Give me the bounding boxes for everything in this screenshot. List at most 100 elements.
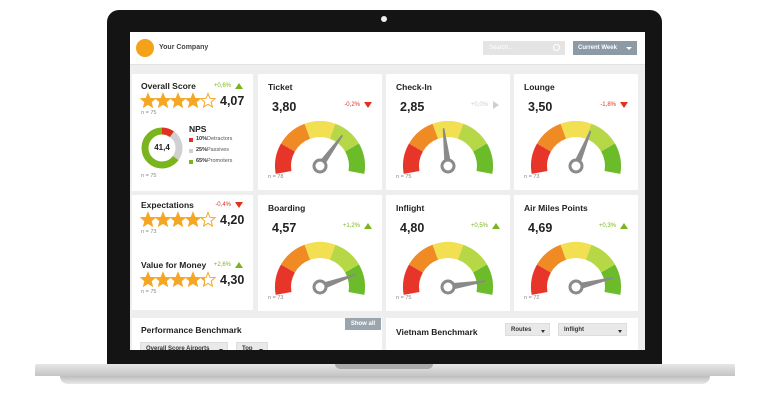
- gauge-segment: [432, 121, 464, 139]
- metric-title: Overall Score: [141, 81, 196, 91]
- star-rating: [139, 92, 217, 109]
- arrow: [620, 102, 628, 108]
- donut-segment: [141, 127, 183, 169]
- filter-dropdown[interactable]: Overall Score Airports: [140, 342, 228, 350]
- period-dropdown[interactable]: Current Week: [573, 41, 637, 55]
- sample-size: n = 72: [524, 295, 540, 301]
- gauge-segment: [457, 244, 487, 273]
- gauge-segment: [281, 244, 311, 273]
- card-title: Performance Benchmark: [141, 325, 242, 335]
- card-score: 4,57: [272, 221, 297, 235]
- gauge-needle: [442, 128, 452, 167]
- company-name: Your Company: [159, 44, 209, 51]
- change-arrow: [235, 262, 243, 268]
- legend-percent: 65%: [196, 158, 208, 164]
- filter-dropdown[interactable]: Routes: [505, 323, 550, 336]
- gauge-segment: [560, 121, 592, 139]
- card-title: Vietnam Benchmark: [396, 327, 478, 337]
- change-value: +2,6%: [213, 262, 231, 268]
- touchpoint-card: Air Miles Points 4,69 +0,3% n = 72: [514, 195, 638, 311]
- star-fill: [185, 93, 201, 108]
- change-value: +0,5%: [470, 223, 488, 229]
- metric-score: 4,30: [220, 273, 245, 287]
- star-fill: [200, 277, 205, 287]
- card-score: 3,50: [528, 100, 553, 114]
- star-outline: [199, 211, 217, 228]
- card-title: Inflight: [396, 203, 425, 213]
- change-value: +0,6%: [213, 83, 231, 89]
- star-fill: [155, 93, 171, 108]
- card-score: 4,69: [528, 221, 553, 235]
- star-fill: [140, 93, 156, 108]
- card-title: Ticket: [268, 82, 293, 92]
- gauge: [403, 121, 493, 174]
- gauge-segment: [531, 143, 551, 174]
- search-box[interactable]: Search...: [483, 41, 565, 55]
- gauge-segment: [601, 143, 621, 174]
- sample-size: n = 75: [396, 174, 412, 180]
- gauge: [531, 242, 621, 295]
- star-fill: [155, 272, 171, 287]
- top-bar: Your Company Search... Current Week: [130, 32, 645, 65]
- gauge-pivot: [440, 279, 456, 295]
- touchpoint-card: Inflight 4,80 +0,5% n = 75: [386, 195, 510, 311]
- gauge-segment: [473, 264, 493, 295]
- touchpoint-card: Ticket 3,80 -0,2% n = 78: [258, 74, 382, 190]
- star-fill: [140, 212, 156, 227]
- star-fill: [140, 272, 156, 287]
- change-value: -1,8%: [600, 102, 616, 108]
- arrow: [364, 102, 372, 108]
- legend-swatch: [189, 160, 193, 164]
- star-outline: [199, 271, 217, 288]
- gauge-segment: [473, 143, 493, 174]
- card-score: 4,80: [400, 221, 425, 235]
- laptop-base-bottom: [60, 376, 710, 384]
- gauge-segment: [537, 244, 567, 273]
- card-title: Air Miles Points: [524, 203, 588, 213]
- dropdown-caret: [541, 330, 545, 333]
- star-fill: [185, 272, 201, 287]
- gauge-segment: [345, 264, 365, 295]
- filter-label: Overall Score Airports: [146, 346, 210, 350]
- gauge-pivot: [312, 279, 328, 295]
- sample-size: n = 73: [141, 229, 157, 235]
- star-fill: [200, 98, 202, 99]
- star-fill: [170, 93, 186, 108]
- gauge: [275, 121, 365, 174]
- filter-dropdown[interactable]: Top: [236, 342, 268, 350]
- change-value: +0,0%: [470, 102, 488, 108]
- gauge-segment: [432, 242, 464, 260]
- gauge-segment: [585, 244, 615, 273]
- arrow: [493, 101, 499, 109]
- star-rating: [139, 271, 217, 288]
- change-arrow: [620, 102, 628, 108]
- show-all-button[interactable]: Show all: [345, 318, 381, 330]
- dropdown-caret: [219, 349, 223, 350]
- card-title: Lounge: [524, 82, 555, 92]
- search-icon: [553, 44, 560, 51]
- logo: [136, 39, 154, 57]
- legend-label: Promoters: [207, 158, 233, 164]
- search-placeholder: Search...: [489, 45, 514, 51]
- star-fill: [185, 212, 201, 227]
- summary-panel: Overall Score +0,6% 4,07 n = 75 Expectations…: [132, 74, 253, 310]
- star-fill: [170, 272, 186, 287]
- legend-label: Detractors: [207, 136, 233, 142]
- card-score: 3,80: [272, 100, 297, 114]
- gauge-segment: [585, 123, 615, 152]
- arrow: [364, 223, 372, 229]
- metric-title: Expectations: [141, 200, 194, 210]
- gauge-segment: [601, 264, 621, 295]
- gauge-segment: [329, 244, 359, 273]
- filter-dropdown[interactable]: Inflight: [558, 323, 627, 336]
- card-title: Check-In: [396, 82, 432, 92]
- laptop-notch: [335, 364, 433, 369]
- dropdown-caret: [618, 330, 622, 333]
- touchpoint-card: Boarding 4,57 +1,2% n = 73: [258, 195, 382, 311]
- arrow: [235, 83, 243, 89]
- legend-percent: 25%: [196, 147, 208, 153]
- dropdown-caret: [259, 349, 263, 350]
- gauge-needle: [318, 273, 357, 291]
- sample-size: n = 73: [524, 174, 540, 180]
- metric-score: 4,20: [220, 213, 245, 227]
